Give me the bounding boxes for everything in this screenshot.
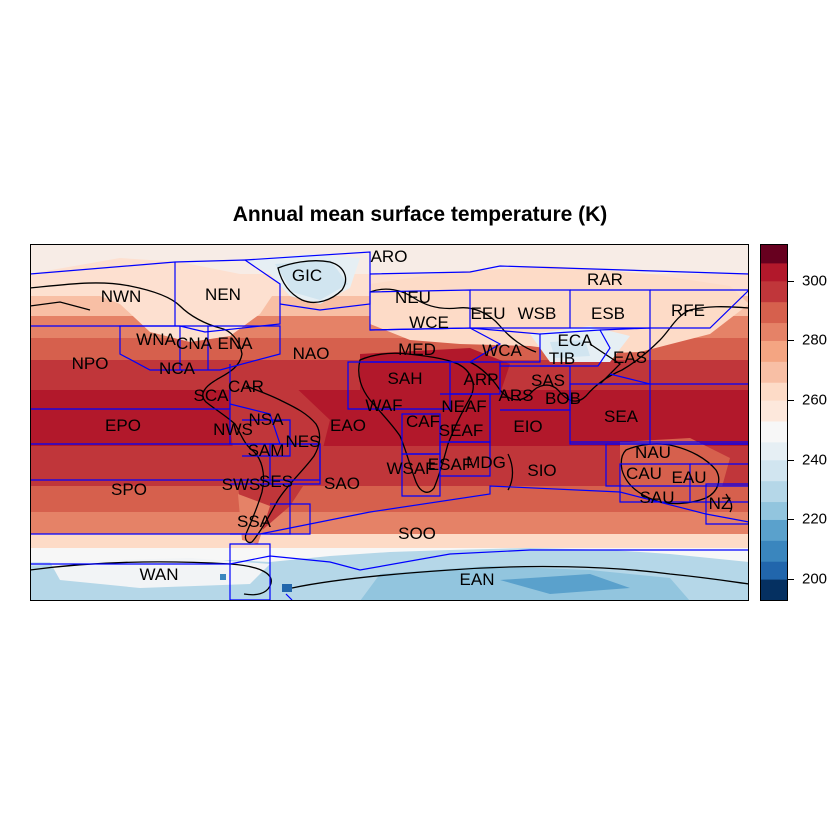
- legend-tick-mark: [788, 340, 794, 342]
- legend-swatch: [761, 400, 787, 422]
- region-label-ena: ENA: [217, 334, 253, 353]
- legend-tick-label: 240: [802, 451, 828, 469]
- region-label-mdg: MDG: [466, 453, 506, 472]
- region-label-esb: ESB: [590, 304, 626, 323]
- region-label-sam: SAM: [247, 441, 285, 460]
- region-label-med: MED: [398, 340, 436, 359]
- region-label-car: CAR: [228, 377, 264, 396]
- legend-swatch: [761, 561, 787, 580]
- legend-tick-mark: [788, 280, 794, 282]
- region-label-wsb: WSB: [517, 304, 557, 323]
- legend-swatch: [761, 540, 787, 562]
- region-label-caf: CAF: [406, 412, 440, 431]
- legend-tick-mark: [788, 400, 794, 402]
- region-label-arp: ARP: [463, 370, 499, 389]
- legend-tick-label: 280: [802, 331, 828, 349]
- region-label-cau: CAU: [626, 464, 662, 483]
- legend-swatch: [761, 421, 787, 443]
- legend-tick-label: 260: [802, 391, 828, 409]
- region-label-sau: SAU: [639, 488, 675, 507]
- region-label-ses: SES: [258, 472, 294, 491]
- region-label-nao: NAO: [292, 344, 330, 363]
- color-legend-bar: [760, 244, 788, 601]
- region-label-eau: EAU: [671, 468, 707, 487]
- region-label-sao: SAO: [324, 474, 360, 493]
- legend-tick-mark: [788, 579, 794, 581]
- region-label-gic: GIC: [291, 266, 323, 285]
- region-label-eas: EAS: [612, 348, 648, 367]
- region-label-nsa: NSA: [248, 410, 284, 429]
- region-label-nau: NAU: [635, 443, 671, 462]
- region-label-waf: WAF: [365, 396, 403, 415]
- region-label-sio: SIO: [527, 461, 557, 480]
- region-label-nen: NEN: [205, 285, 241, 304]
- color-legend-ticks: 200 220 240 260 280 300: [788, 244, 840, 601]
- region-label-esaf: ESAF: [427, 455, 473, 474]
- region-label-nws: NWS: [213, 420, 253, 439]
- region-label-cna: CNA: [176, 334, 212, 353]
- legend-swatch: [761, 280, 787, 303]
- region-label-aro: ARO: [370, 247, 408, 266]
- legend-swatch: [761, 501, 787, 520]
- region-label-eeu: EEU: [470, 304, 506, 323]
- region-label-soo: SOO: [398, 524, 436, 543]
- region-label-rfe: RFE: [671, 301, 705, 320]
- legend-swatch: [761, 441, 787, 461]
- region-label-ean: EAN: [459, 570, 495, 589]
- region-label-eao: EAO: [330, 416, 366, 435]
- region-label-nes: NES: [285, 432, 321, 451]
- legend-tick-mark: [788, 519, 794, 521]
- region-label-neu: NEU: [395, 288, 431, 307]
- region-label-epo: EPO: [105, 416, 141, 435]
- region-label-sea: SEA: [603, 407, 639, 426]
- region-label-neaf: NEAF: [441, 397, 487, 416]
- legend-swatch: [761, 579, 787, 600]
- legend-swatch: [761, 262, 787, 282]
- region-label-wan: WAN: [139, 565, 179, 584]
- legend-swatch: [761, 480, 787, 503]
- region-label-ars: ARS: [498, 386, 534, 405]
- region-label-sca: SCA: [193, 386, 229, 405]
- legend-swatch: [761, 361, 787, 383]
- region-label-rar: RAR: [587, 270, 623, 289]
- legend-tick-label: 220: [802, 510, 828, 528]
- legend-swatch: [761, 301, 787, 324]
- legend-tick-label: 300: [802, 272, 828, 290]
- region-label-sas: SAS: [530, 371, 566, 390]
- region-label-sah: SAH: [387, 369, 423, 388]
- region-label-eio: EIO: [513, 417, 543, 436]
- region-label-wna: WNA: [136, 330, 176, 349]
- region-label-seaf: SEAF: [438, 421, 484, 440]
- color-legend-swatches: [761, 245, 787, 600]
- region-label-wca: WCA: [482, 341, 522, 360]
- legend-tick-label: 200: [802, 570, 828, 588]
- region-label-wce: WCE: [409, 313, 449, 332]
- legend-swatch: [761, 340, 787, 362]
- region-label-ssa: SSA: [236, 512, 272, 531]
- region-label-nwn: NWN: [100, 287, 142, 306]
- legend-tick-mark: [788, 459, 794, 461]
- region-label-nz: NZ: [708, 494, 732, 513]
- legend-swatch: [761, 245, 787, 264]
- region-label-bob: BOB: [545, 389, 581, 408]
- region-label-nca: NCA: [159, 359, 195, 378]
- legend-swatch: [761, 459, 787, 482]
- legend-swatch: [761, 382, 787, 401]
- legend-swatch: [761, 519, 787, 541]
- region-label-wsaf: WSAF: [386, 459, 436, 478]
- map-panel: ARO GIC NWN NEN RAR NEU EEU WSB ESB RFE …: [30, 244, 749, 601]
- region-label-eca: ECA: [557, 331, 593, 350]
- map-title: Annual mean surface temperature (K): [232, 203, 608, 226]
- region-label-npo: NPO: [71, 354, 109, 373]
- region-label-spo: SPO: [111, 480, 147, 499]
- region-label-sws: SWS: [221, 475, 261, 494]
- legend-swatch: [761, 322, 787, 341]
- temperature-field: [30, 244, 749, 601]
- region-label-tib: TIB: [548, 349, 576, 368]
